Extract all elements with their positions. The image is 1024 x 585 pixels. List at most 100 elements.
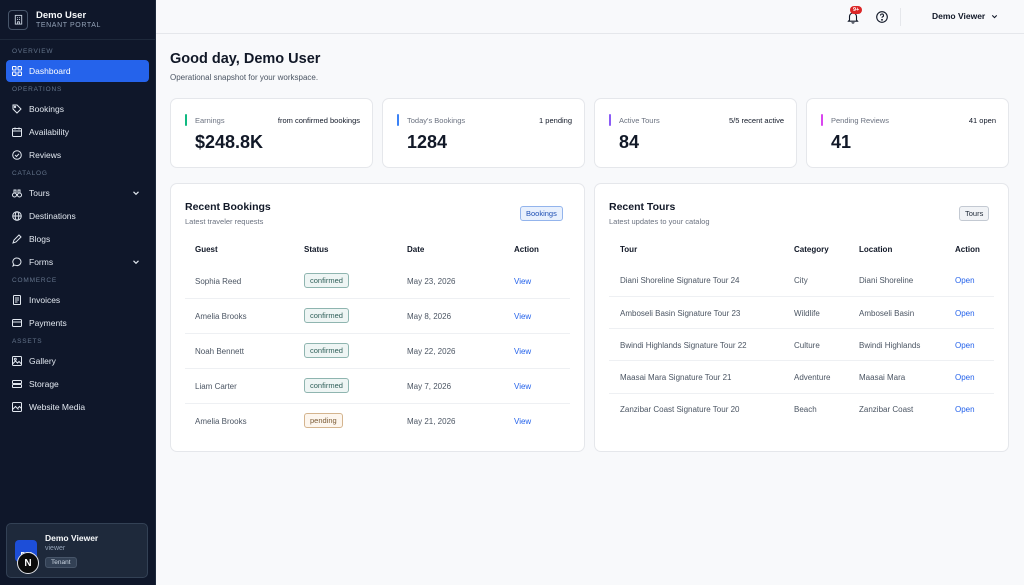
stat-label: Today's Bookings bbox=[407, 116, 466, 125]
overlay-badge[interactable]: N bbox=[17, 552, 39, 574]
stat-label: Active Tours bbox=[619, 116, 660, 125]
stat-value: 41 bbox=[831, 132, 852, 152]
column-header-guest: Guest bbox=[195, 245, 218, 254]
chevron-down-icon[interactable] bbox=[131, 188, 141, 198]
table-row: Amboseli Basin Signature Tour 23 Wildlif… bbox=[609, 297, 994, 329]
accent-bar bbox=[185, 114, 187, 126]
binoculars-icon bbox=[12, 188, 22, 198]
sidebar-item-blogs[interactable]: Blogs bbox=[6, 228, 149, 250]
stat-value: 1284 bbox=[407, 132, 448, 152]
calendar-icon bbox=[12, 127, 22, 137]
table-row: Zanzibar Coast Signature Tour 20 Beach Z… bbox=[609, 394, 994, 426]
tour-category: Beach bbox=[794, 405, 817, 414]
stat-label: Pending Reviews bbox=[831, 116, 889, 125]
divider bbox=[900, 8, 901, 26]
sidebar-item-label: Website Media bbox=[29, 402, 86, 412]
help-icon[interactable] bbox=[875, 10, 889, 24]
view-link[interactable]: View bbox=[514, 347, 532, 356]
tours-link-badge[interactable]: Tours bbox=[959, 206, 990, 221]
table-row: Amelia Brooks confirmed May 8, 2026 View bbox=[185, 299, 570, 334]
globe-icon bbox=[12, 211, 22, 221]
table-row: Liam Carter confirmed May 7, 2026 View bbox=[185, 369, 570, 404]
tour-location: Diani Shoreline bbox=[859, 276, 914, 285]
sidebar-item-destinations[interactable]: Destinations bbox=[6, 205, 149, 227]
sidebar-item-payments[interactable]: Payments bbox=[6, 312, 149, 334]
tag-icon bbox=[12, 104, 22, 114]
page-subtitle: Operational snapshot for your workspace. bbox=[170, 73, 319, 82]
bookings-link-badge[interactable]: Bookings bbox=[520, 206, 563, 221]
chevron-down-icon[interactable] bbox=[131, 257, 141, 267]
sidebar-item-invoices[interactable]: Invoices bbox=[6, 289, 149, 311]
sidebar-item-label: Availability bbox=[29, 127, 70, 137]
table-row: Diani Shoreline Signature Tour 24 City D… bbox=[609, 264, 994, 297]
accent-bar bbox=[609, 114, 611, 126]
tour-name: Amboseli Basin Signature Tour 23 bbox=[620, 309, 741, 318]
stat-meta: 5/5 recent active bbox=[728, 116, 784, 125]
sidebar-item-label: Blogs bbox=[29, 234, 51, 244]
table-row: Sophia Reed confirmed May 23, 2026 View bbox=[185, 264, 570, 299]
accent-bar bbox=[397, 114, 399, 126]
user-role: viewer bbox=[45, 545, 66, 552]
status-badge: confirmed bbox=[304, 308, 349, 323]
sidebar-item-storage[interactable]: Storage bbox=[6, 373, 149, 395]
view-link[interactable]: View bbox=[514, 277, 532, 286]
column-header-location: Location bbox=[859, 245, 893, 254]
guest-name: Noah Bennett bbox=[195, 347, 244, 356]
recent-tours-panel: Recent Tours Latest updates to your cata… bbox=[594, 183, 1009, 452]
pen-icon bbox=[12, 234, 22, 244]
user-card[interactable]: DV N Demo Viewer viewer Tenant bbox=[6, 523, 148, 578]
notification-badge: 9+ bbox=[850, 6, 863, 14]
section-catalog: CATALOG bbox=[12, 170, 48, 177]
user-menu[interactable]: Demo Viewer bbox=[932, 11, 999, 21]
open-link[interactable]: Open bbox=[955, 405, 975, 414]
sidebar-item-label: Destinations bbox=[29, 211, 76, 221]
tour-location: Bwindi Highlands bbox=[859, 341, 921, 350]
section-operations: OPERATIONS bbox=[12, 86, 63, 93]
stat-meta: from confirmed bookings bbox=[277, 116, 360, 125]
receipt-icon bbox=[12, 295, 22, 305]
accent-bar bbox=[821, 114, 823, 126]
open-link[interactable]: Open bbox=[955, 309, 975, 318]
view-link[interactable]: View bbox=[514, 312, 532, 321]
sidebar-item-label: Bookings bbox=[29, 104, 64, 114]
tour-name: Maasai Mara Signature Tour 21 bbox=[620, 373, 732, 382]
sidebar-item-forms[interactable]: Forms bbox=[6, 251, 149, 273]
status-badge: pending bbox=[304, 413, 343, 428]
column-header-date: Date bbox=[407, 245, 425, 254]
panel-title: Recent Bookings bbox=[185, 201, 271, 213]
view-link[interactable]: View bbox=[514, 417, 532, 426]
grid-icon bbox=[12, 66, 22, 76]
sidebar-item-availability[interactable]: Availability bbox=[6, 121, 149, 143]
booking-date: May 7, 2026 bbox=[407, 382, 452, 391]
sidebar-item-label: Tours bbox=[29, 188, 50, 198]
open-link[interactable]: Open bbox=[955, 276, 975, 285]
view-link[interactable]: View bbox=[514, 382, 532, 391]
panel-subtitle: Latest updates to your catalog bbox=[609, 217, 710, 226]
status-badge: confirmed bbox=[304, 273, 349, 288]
open-link[interactable]: Open bbox=[955, 341, 975, 350]
stat-value: $248.8K bbox=[195, 132, 264, 152]
sidebar-item-dashboard[interactable]: Dashboard bbox=[6, 60, 149, 82]
tour-category: Culture bbox=[794, 341, 820, 350]
guest-name: Amelia Brooks bbox=[195, 417, 247, 426]
guest-name: Amelia Brooks bbox=[195, 312, 247, 321]
sidebar-item-gallery[interactable]: Gallery bbox=[6, 350, 149, 372]
tour-category: Adventure bbox=[794, 373, 831, 382]
brand-name: Demo User bbox=[36, 9, 87, 21]
table-row: Maasai Mara Signature Tour 21 Adventure … bbox=[609, 361, 994, 394]
column-header-action: Action bbox=[955, 245, 980, 254]
table-row: Amelia Brooks pending May 21, 2026 View bbox=[185, 404, 570, 439]
tenant-badge: Tenant bbox=[45, 557, 77, 568]
status-badge: confirmed bbox=[304, 343, 349, 358]
stat-value: 84 bbox=[619, 132, 640, 152]
media-icon bbox=[12, 402, 22, 412]
open-link[interactable]: Open bbox=[955, 373, 975, 382]
stat-card-todays-bookings: Today's Bookings 1 pending 1284 bbox=[382, 98, 585, 168]
sidebar-item-reviews[interactable]: Reviews bbox=[6, 144, 149, 166]
sidebar-item-website-media[interactable]: Website Media bbox=[6, 396, 149, 418]
sidebar-item-bookings[interactable]: Bookings bbox=[6, 98, 149, 120]
column-header-tour: Tour bbox=[620, 245, 638, 254]
stat-card-earnings: Earnings from confirmed bookings $248.8K bbox=[170, 98, 373, 168]
sidebar-item-tours[interactable]: Tours bbox=[6, 182, 149, 204]
stat-meta: 41 open bbox=[968, 116, 996, 125]
